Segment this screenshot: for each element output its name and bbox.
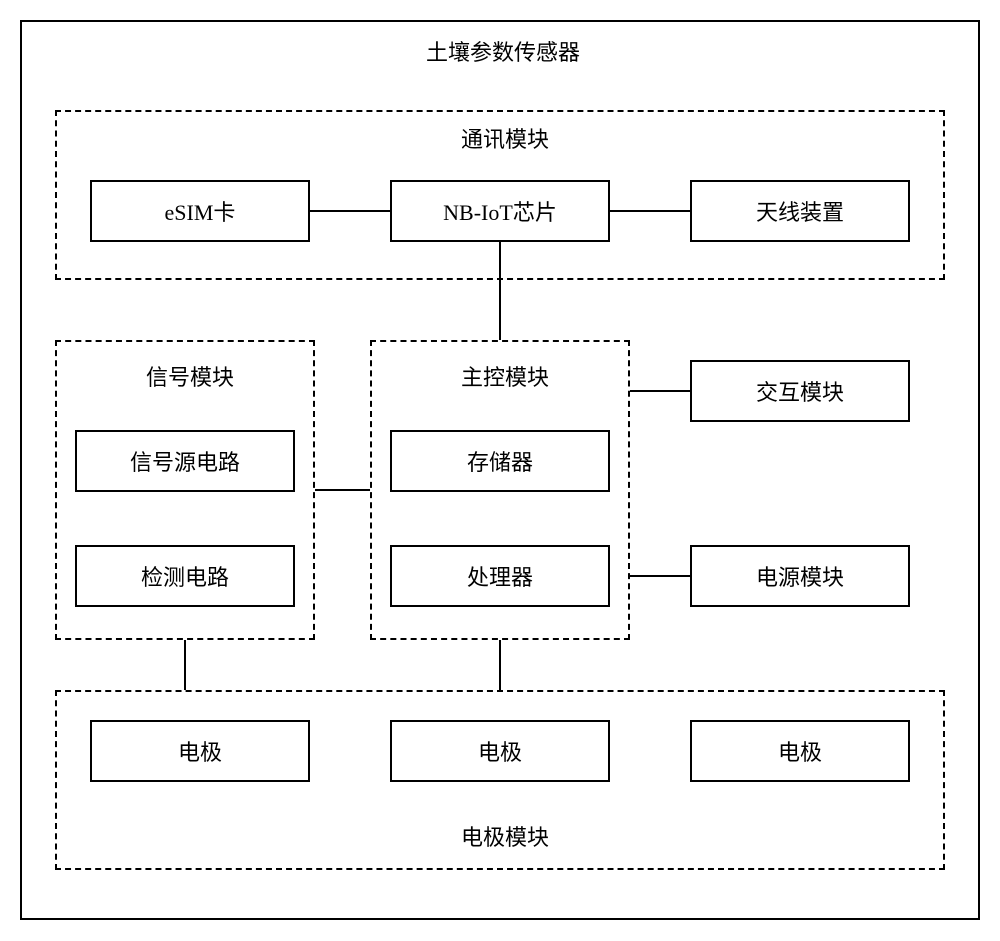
diagram-title: 土壤参数传感器: [420, 35, 586, 67]
processor-box: 处理器: [390, 545, 610, 607]
electrode1-label: 电极: [178, 735, 222, 767]
antenna-label: 天线装置: [756, 195, 844, 227]
line-main-interact: [630, 390, 690, 392]
line-signal-electrode: [184, 640, 186, 690]
line-signal-main: [315, 489, 370, 491]
power-box: 电源模块: [690, 545, 910, 607]
main-module-label: 主控模块: [455, 360, 555, 392]
nbiot-label: NB-IoT芯片: [443, 195, 557, 227]
esim-label: eSIM卡: [165, 195, 236, 227]
interact-box: 交互模块: [690, 360, 910, 422]
line-esim-nbiot: [310, 210, 390, 212]
interact-label: 交互模块: [756, 375, 844, 407]
line-main-electrode: [499, 640, 501, 690]
memory-box: 存储器: [390, 430, 610, 492]
electrode3-label: 电极: [778, 735, 822, 767]
power-label: 电源模块: [756, 560, 844, 592]
signal-detect-label: 检测电路: [141, 560, 229, 592]
antenna-box: 天线装置: [690, 180, 910, 242]
signal-src-box: 信号源电路: [75, 430, 295, 492]
electrode1-box: 电极: [90, 720, 310, 782]
memory-label: 存储器: [467, 445, 533, 477]
signal-src-label: 信号源电路: [130, 445, 240, 477]
comm-module-label: 通讯模块: [455, 122, 555, 154]
signal-module-label: 信号模块: [140, 360, 240, 392]
signal-detect-box: 检测电路: [75, 545, 295, 607]
line-nbiot-antenna: [610, 210, 690, 212]
esim-box: eSIM卡: [90, 180, 310, 242]
electrode2-box: 电极: [390, 720, 610, 782]
line-main-power: [630, 575, 690, 577]
electrode3-box: 电极: [690, 720, 910, 782]
electrode2-label: 电极: [478, 735, 522, 767]
processor-label: 处理器: [467, 560, 533, 592]
electrode-module-label: 电极模块: [455, 820, 555, 852]
line-nbiot-main: [499, 242, 501, 340]
nbiot-box: NB-IoT芯片: [390, 180, 610, 242]
diagram-canvas: 土壤参数传感器 通讯模块 eSIM卡 NB-IoT芯片 天线装置 信号模块 信号…: [0, 0, 1000, 941]
